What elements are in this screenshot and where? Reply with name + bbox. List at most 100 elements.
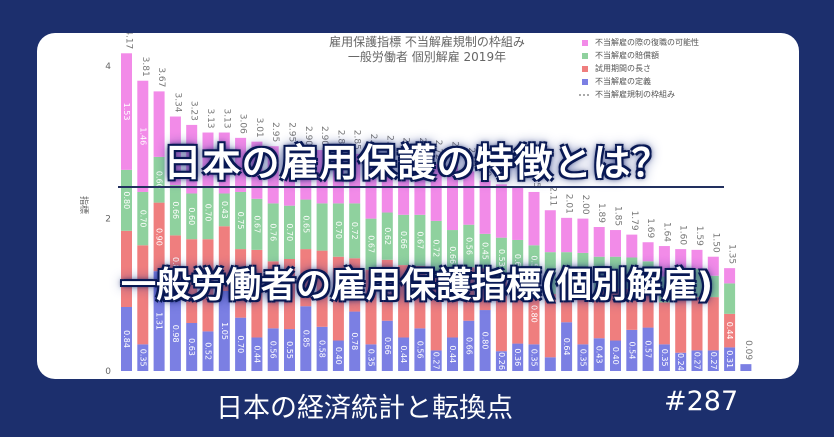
segment-value-label: 1.05 (220, 322, 229, 340)
segment-value-label: 0.52 (204, 342, 213, 360)
bar-segment (218, 226, 230, 291)
bar-segment (332, 153, 344, 204)
bar-total-label: 2.95 (270, 122, 280, 142)
bar-segment (561, 217, 573, 253)
segment-value-label: 0.57 (644, 340, 653, 358)
bar-segment (235, 137, 247, 192)
bar-segment (284, 329, 295, 371)
bar-total-label: 2.01 (564, 194, 574, 214)
chart-title: 雇用保護指標 不当解雇規制の枠組み (329, 34, 525, 49)
bar-segment (430, 350, 442, 371)
bar-segment (186, 323, 198, 371)
bar-segment (544, 252, 556, 295)
bar-segment (235, 317, 247, 371)
segment-value-label: 0.50 (530, 255, 539, 273)
bar-total-label: 2.90 (303, 126, 313, 146)
bar-segment (202, 185, 214, 240)
y-tick-label: 0 (105, 367, 111, 377)
bar-segment (626, 257, 638, 289)
segment-value-label: 0.67 (415, 231, 424, 249)
segment-value-label: 0.76 (269, 223, 278, 241)
bar-segment (398, 161, 410, 215)
bar-total-label: 1.59 (694, 226, 704, 246)
legend-entry: 不当解雇の定義 (595, 76, 651, 86)
bar-segment (610, 230, 621, 257)
bar-segment (121, 53, 132, 170)
segment-value-label: 0.66 (171, 201, 180, 219)
bar-segment (544, 357, 556, 371)
bar-total-label: 1.60 (678, 225, 688, 245)
segment-value-label: 0.98 (171, 325, 180, 343)
segment-value-label: 0.66 (448, 246, 457, 264)
episode-number: #287 (664, 386, 739, 417)
bar-segment (316, 250, 328, 327)
bar-total-label: 2.00 (580, 195, 590, 215)
bar-segment (235, 249, 247, 318)
segment-value-label: 0.80 (481, 332, 490, 350)
bar-segment (626, 234, 638, 258)
segment-value-label: 0.90 (155, 228, 164, 246)
bar-segment (121, 230, 132, 307)
bar-segment (577, 252, 589, 288)
segment-value-label: 0.43 (220, 201, 229, 219)
bar-segment (479, 310, 491, 371)
bar-segment (267, 203, 279, 262)
bar-segment (430, 220, 442, 276)
segment-value-label: 0.27 (709, 352, 718, 370)
segment-value-label: 0.80 (530, 305, 539, 323)
bar-segment (169, 116, 181, 186)
bar-segment (365, 157, 377, 219)
y-tick-label: 2 (105, 215, 111, 225)
segment-value-label: 0.44 (399, 345, 408, 363)
bar-total-label: 2.70 (450, 141, 460, 161)
bar-segment (447, 337, 458, 371)
segment-value-label: 0.40 (334, 347, 343, 365)
stacked-bar-chart: 雇用保護指標 不当解雇規制の枠組み 一般労働者 個別解雇 2019年 指標 4 2… (78, 33, 753, 377)
bar-segment (724, 283, 736, 314)
bar-segment (267, 261, 279, 329)
bar-segment (593, 256, 605, 291)
segment-value-label: 0.60 (155, 171, 164, 189)
legend-swatch (582, 53, 588, 59)
bar-segment (495, 278, 507, 352)
bar-segment (251, 337, 263, 371)
bar-segment (610, 256, 621, 289)
bar-segment (528, 283, 540, 345)
segment-value-label: 0.58 (318, 340, 327, 358)
bar-segment (463, 320, 475, 371)
legend-entry: 不当解雇の際の復職の可能性 (595, 37, 699, 47)
segment-value-label: 1.46 (138, 127, 147, 145)
bar-segment (381, 212, 393, 260)
bar-total-label: 2.90 (319, 126, 329, 146)
legend-swatch (582, 66, 588, 72)
bar-segment (121, 307, 132, 371)
bar-segment (512, 343, 524, 371)
bar-segment (169, 185, 181, 236)
bar-total-label: 2.85 (352, 130, 362, 150)
bar-segment (316, 203, 328, 251)
bar-segment (398, 265, 410, 338)
segment-value-label: 0.26 (497, 352, 506, 370)
bar-total-label: 3.81 (140, 57, 150, 77)
y-axis-ticks: 4 2 0 (105, 62, 111, 377)
segment-value-label: 0.80 (122, 191, 131, 209)
bar-segment (512, 239, 524, 286)
bar-segment (349, 258, 361, 312)
bar-segment (658, 344, 670, 371)
bar-segment (137, 191, 149, 246)
bar-total-label: 2.75 (401, 137, 411, 157)
y-tick-label: 4 (105, 62, 111, 72)
bar-segment (528, 344, 540, 371)
bar-segment (251, 198, 263, 250)
y-axis-label: 指標 (78, 196, 90, 214)
segment-value-label: 0.80 (171, 257, 180, 275)
bar-segment (463, 267, 475, 321)
headline-divider (118, 186, 724, 188)
bar-segment (414, 265, 426, 329)
chart-legend: 不当解雇の際の復職の可能性不当解雇の賠償額試用期間の長さ不当解雇の定義不当解雇規… (579, 37, 699, 99)
bar-segment (610, 288, 621, 341)
bar-total-label: 2.85 (335, 130, 345, 150)
segment-value-label: 0.43 (595, 346, 604, 364)
legend-entry: 不当解雇規制の枠組み (595, 89, 675, 99)
bar-segment (235, 191, 247, 250)
